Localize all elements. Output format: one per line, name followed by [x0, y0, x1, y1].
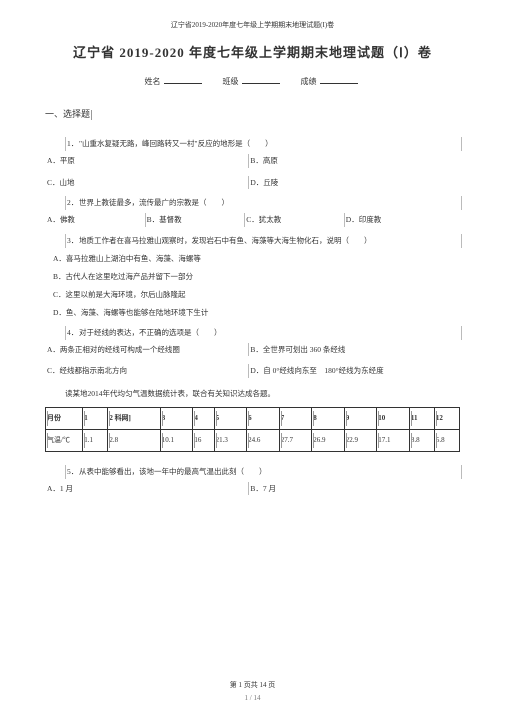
table-intro: 读某地2014年代均匀气温数据统计表，联合有关知识达成各题。	[45, 388, 460, 399]
question-4: 4．对于经线的表达，不正确的选项是（ ）	[45, 327, 460, 339]
q4-opt-d: D．自 0°经线向东至 180°经线为东经度	[248, 364, 451, 378]
td-5: 21.3	[216, 436, 228, 444]
td-10: 17.1	[378, 436, 390, 444]
q3-num: 3．	[67, 235, 78, 247]
question-1: 1．"山重水复疑无路，峰回路转又一村"反应的地形是（ ）	[45, 138, 460, 150]
td-9: 22.9	[346, 436, 358, 444]
q3-opt-b: B．古代人在这里吃过海产品并留下一部分	[45, 271, 460, 283]
q5-opts: A．1 月B．7 月	[45, 482, 460, 496]
q5-opt-b: B．7 月	[248, 482, 451, 496]
q1-opt-c: C．山地	[45, 176, 248, 190]
q1-text: "山重水复疑无路，峰回路转又一村"反应的地形是（ ）	[67, 139, 273, 148]
th-2: 2 科网]	[109, 414, 131, 422]
q1-opts-row2: C．山地D．丘陵	[45, 176, 460, 190]
q2-opt-b: B．基督教	[145, 213, 245, 227]
q4-opt-b: B．全世界可划出 360 条经线	[248, 343, 451, 357]
q1-opt-a: A．平原	[45, 154, 248, 168]
q5-num: 5．	[67, 466, 78, 478]
q4-opts-row1: A．两条正相对的经线可构成一个经线圈B．全世界可划出 360 条经线	[45, 343, 460, 357]
td-label: 气温/℃	[47, 436, 70, 444]
temperature-table: 月份 1 2 科网] 3 4 5 6 7 8 9 10 11 12 气温/℃ 1…	[45, 407, 460, 452]
question-5: 5．从表中能够看出，该地一年中的最高气温出此刻（ ）	[45, 466, 460, 478]
td-4: 16	[194, 436, 201, 444]
exam-title: 辽宁省 2019-2020 年度七年级上学期期末地理试题（Ⅰ）卷	[45, 42, 460, 61]
running-header: 辽宁省2019-2020年度七年级上学期期末地理试题(I)卷	[45, 20, 460, 30]
q1-opt-d: D．丘陵	[248, 176, 451, 190]
q3-opt-a: A．喜马拉雅山上湖泊中有鱼、海藻、海螺等	[45, 253, 460, 265]
section-1-heading: 一、选择题	[45, 107, 92, 120]
q1-opts-row1: A．平原B．高原	[45, 154, 460, 168]
q3-opt-d: D．鱼、海藻、海螺等也能够在陆地环境下生计	[45, 307, 460, 319]
table-data-row: 气温/℃ 1.1 2.8 10.1 16 21.3 24.6 27.7 26.9…	[46, 429, 460, 451]
q2-opts: A．佛教B．基督教C．犹太教D．印度教	[45, 213, 460, 227]
q4-opt-a: A．两条正相对的经线可构成一个经线圈	[45, 343, 248, 357]
page-number: 第 1 页共 14 页	[0, 680, 505, 690]
td-12: 5.8	[436, 436, 445, 444]
q3-text: 地质工作者在喜马拉雅山观察时，发现岩石中有鱼、海藻等大海生物化石，说明（ ）	[67, 236, 372, 245]
td-8: 26.9	[313, 436, 325, 444]
q3-opt-c: C．这里以前是大海环境，尔后山脉隆起	[45, 289, 460, 301]
score-label: 成绩	[301, 77, 317, 86]
td-2: 2.8	[109, 436, 118, 444]
th-month: 月份	[47, 414, 61, 422]
q4-opt-c: C．经线都指示南北方向	[45, 364, 248, 378]
q5-opt-a: A．1 月	[45, 482, 248, 496]
name-blank[interactable]	[164, 75, 202, 84]
q4-num: 4．	[67, 327, 78, 339]
student-fields: 姓名 班级 成绩	[45, 75, 460, 87]
th-10: 10	[378, 414, 385, 422]
td-11: 8.8	[411, 436, 420, 444]
table-header-row: 月份 1 2 科网] 3 4 5 6 7 8 9 10 11 12	[46, 407, 460, 429]
td-3: 10.1	[162, 436, 174, 444]
q4-text: 对于经线的表达，不正确的选项是（ ）	[67, 328, 222, 337]
td-6: 24.6	[248, 436, 260, 444]
page-number-2: 1 / 14	[0, 694, 505, 702]
q2-opt-d: D．印度教	[344, 213, 444, 227]
q2-opt-a: A．佛教	[45, 213, 145, 227]
td-1: 1.1	[84, 436, 93, 444]
td-7: 27.7	[281, 436, 293, 444]
q2-opt-c: C．犹太教	[244, 213, 344, 227]
q1-opt-b: B．高原	[248, 154, 451, 168]
class-label: 班级	[223, 77, 239, 86]
q1-num: 1．	[67, 138, 78, 150]
class-blank[interactable]	[242, 75, 280, 84]
th-12: 12	[436, 414, 443, 422]
question-2: 2．世界上教徒最多，流传最广的宗教是（ ）	[45, 197, 460, 209]
q2-num: 2．	[67, 197, 78, 209]
question-3: 3．地质工作者在喜马拉雅山观察时，发现岩石中有鱼、海藻等大海生物化石，说明（ ）	[45, 235, 460, 247]
q4-opts-row2: C．经线都指示南北方向D．自 0°经线向东至 180°经线为东经度	[45, 364, 460, 378]
q2-text: 世界上教徒最多，流传最广的宗教是（ ）	[67, 198, 229, 207]
score-blank[interactable]	[320, 75, 358, 84]
q5-text: 从表中能够看出，该地一年中的最高气温出此刻（ ）	[67, 467, 267, 476]
name-label: 姓名	[145, 77, 161, 86]
